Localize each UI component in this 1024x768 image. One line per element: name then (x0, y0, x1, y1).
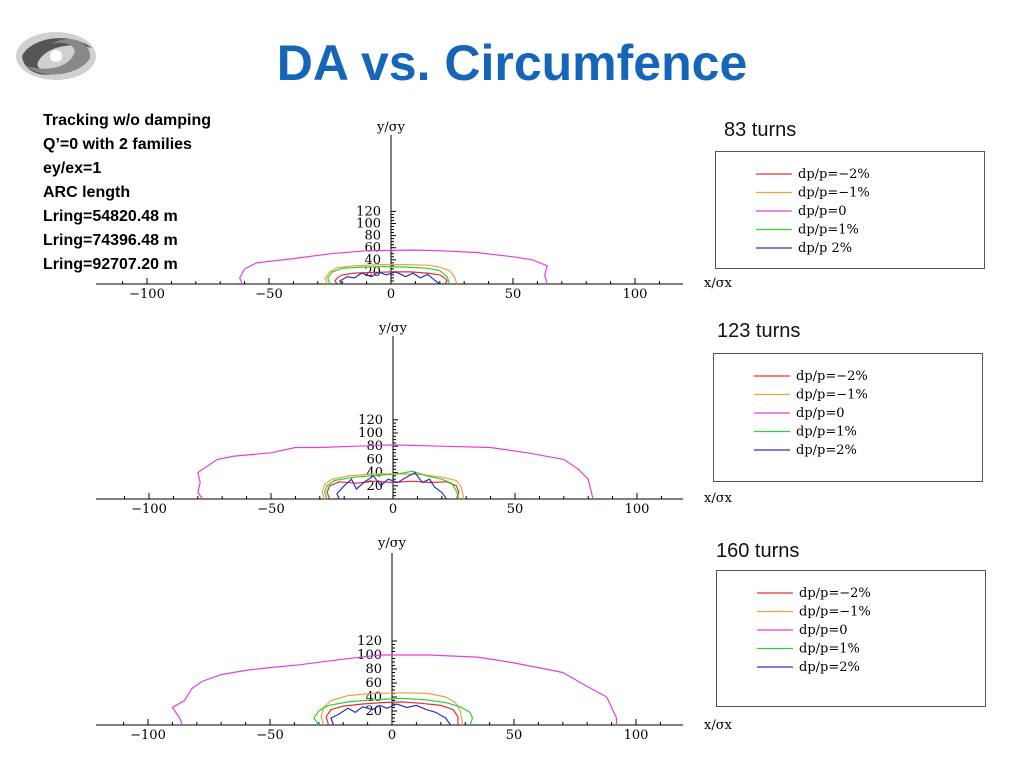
series-line-0 (334, 271, 448, 285)
y-tick-label: 60 (366, 452, 383, 467)
y-axis-label: y/σy (376, 120, 406, 135)
legend-label: dp/p=2% (799, 660, 860, 675)
note-line: Tracking w/o damping (43, 112, 212, 129)
x-axis-label: x/σx (704, 718, 733, 733)
y-tick-label: 80 (365, 662, 382, 677)
x-tick-label: 50 (505, 287, 522, 302)
legend-label: dp/p=0 (799, 623, 848, 638)
y-tick-label: 120 (358, 413, 383, 428)
y-axis-label: y/σy (378, 321, 408, 336)
y-tick-label: 40 (366, 466, 383, 481)
note-line: Lring=74396.48 m (43, 232, 178, 249)
legend-label: dp/p=0 (796, 406, 845, 421)
series-line-3 (324, 470, 460, 500)
legend-label: dp/p=0 (798, 204, 847, 219)
x-axis-label: x/σx (704, 491, 733, 506)
series-line-4 (336, 471, 448, 500)
note-line: Lring=54820.48 m (43, 208, 178, 225)
turns-label: 160 turns (716, 540, 800, 562)
parameter-notes: Tracking w/o damping Q’=0 with 2 familie… (43, 109, 211, 277)
note-line: ARC length (43, 184, 131, 201)
legend-label: dp/p=−1% (796, 388, 868, 403)
legend-label: dp/p=−2% (798, 167, 870, 182)
note-line: Q’=0 with 2 families (43, 136, 192, 153)
legend-label: dp/p=1% (798, 223, 859, 238)
x-tick-label: 50 (506, 728, 523, 743)
y-tick-label: 60 (365, 676, 382, 691)
y-tick-label: 60 (364, 241, 381, 256)
series-line-4 (330, 703, 452, 726)
turns-label: 123 turns (717, 320, 801, 342)
legend: dp/p=−2% dp/p=−1% dp/p=0 dp/p=1% dp/p=2% (716, 570, 986, 707)
series-line-2 (197, 444, 594, 500)
legend-entries: dp/p=−2% dp/p=−1% dp/p=0 dp/p=1% dp/p=2% (757, 586, 871, 675)
y-tick-label: 120 (357, 634, 382, 649)
series-line-4 (338, 271, 441, 285)
legend-label: dp/p=−2% (799, 586, 871, 601)
x-tick-label: 0 (388, 728, 396, 743)
series-line-2 (171, 654, 618, 726)
x-tick-label: −100 (130, 728, 166, 743)
x-tick-label: 100 (625, 502, 650, 517)
series-line-3 (313, 697, 474, 726)
series-line-0 (325, 701, 459, 726)
y-tick-label: 40 (364, 253, 381, 268)
legend-label: dp/p=−1% (799, 605, 871, 620)
y-tick-label: 80 (364, 229, 381, 244)
x-tick-label: −100 (131, 502, 167, 517)
x-tick-label: 100 (624, 728, 649, 743)
institute-logo (16, 32, 96, 80)
y-tick-label: 100 (356, 217, 381, 232)
y-tick-label: 80 (366, 439, 383, 454)
legend-label: dp/p=−1% (798, 186, 870, 201)
series-line-2 (239, 249, 548, 285)
note-line: Lring=92707.20 m (43, 256, 178, 273)
legend-label: dp/p=−2% (796, 369, 868, 384)
series-line-3 (326, 265, 451, 285)
legend: dp/p=−2% dp/p=−1% dp/p=0 dp/p=1% dp/p 2% (715, 151, 985, 269)
y-tick-label: 120 (356, 204, 381, 219)
y-tick-label: 100 (357, 648, 382, 663)
x-tick-label: 100 (623, 287, 648, 302)
y-tick-label: 100 (358, 426, 383, 441)
x-tick-label: −100 (129, 287, 165, 302)
legend-entries: dp/p=−2% dp/p=−1% dp/p=0 dp/p=1% dp/p=2% (754, 369, 868, 458)
legend-entries: dp/p=−2% dp/p=−1% dp/p=0 dp/p=1% dp/p 2% (756, 167, 870, 256)
x-tick-label: −50 (255, 287, 282, 302)
turns-label: 83 turns (724, 119, 797, 141)
y-tick-label: 20 (365, 704, 382, 719)
x-tick-label: 0 (387, 287, 395, 302)
series-line-1 (324, 264, 458, 285)
x-tick-label: −50 (257, 502, 284, 517)
x-tick-label: 0 (389, 502, 397, 517)
series-line-0 (326, 480, 460, 500)
slide-title: DA vs. Circumfence (276, 35, 748, 91)
x-axis-label: x/σx (704, 276, 733, 291)
legend-label: dp/p=1% (799, 642, 860, 657)
x-tick-label: −50 (256, 728, 283, 743)
legend-label: dp/p 2% (798, 241, 852, 256)
series-line-1 (321, 473, 465, 500)
x-tick-label: 50 (507, 502, 524, 517)
legend-label: dp/p=1% (796, 425, 857, 440)
legend-label: dp/p=2% (796, 443, 857, 458)
y-axis-label: y/σy (377, 536, 407, 551)
note-line: ey/ex=1 (43, 160, 102, 177)
legend: dp/p=−2% dp/p=−1% dp/p=0 dp/p=1% dp/p=2% (713, 353, 983, 482)
